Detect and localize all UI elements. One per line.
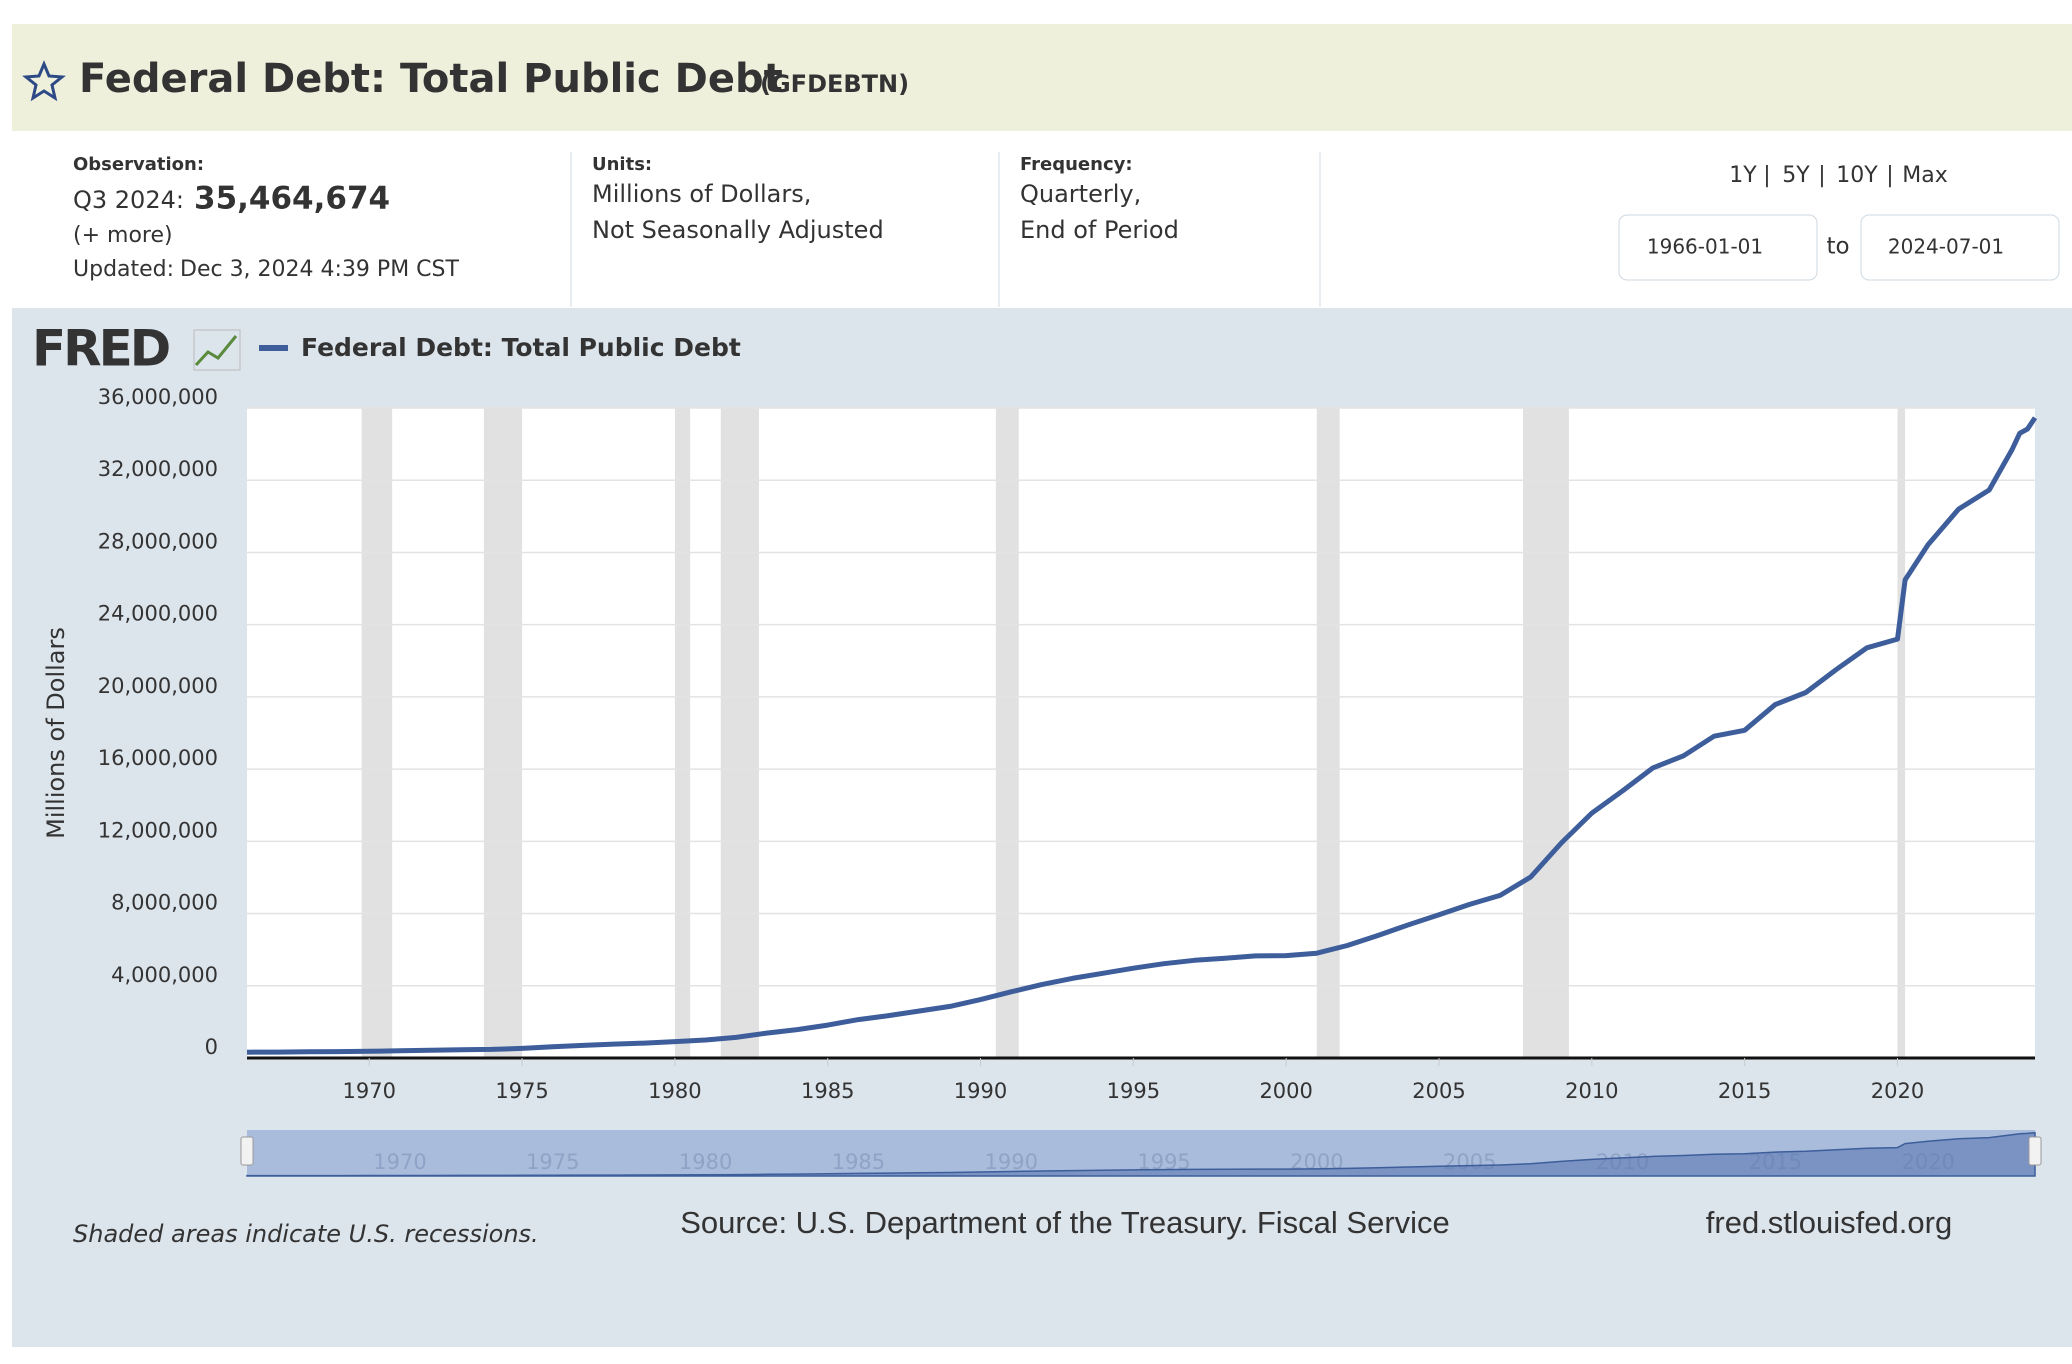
x-tick-label: 2005	[1412, 1079, 1465, 1103]
x-tick-label: 1985	[801, 1079, 854, 1103]
range-button[interactable]: 10Y	[1836, 163, 1878, 188]
x-tick-label: 1990	[954, 1079, 1007, 1103]
y-tick-label: 4,000,000	[111, 963, 218, 987]
legend-label: Federal Debt: Total Public Debt	[301, 333, 741, 362]
info-label: Units:	[592, 154, 652, 175]
more-link[interactable]: (+ more)	[73, 223, 173, 248]
navigator-handle[interactable]	[2028, 1136, 2042, 1166]
y-tick-label: 16,000,000	[98, 746, 218, 770]
y-tick-label: 12,000,000	[98, 818, 218, 842]
x-tick-label: 1975	[495, 1079, 548, 1103]
separator: |	[1886, 163, 1893, 188]
frequency-text: End of Period	[1020, 216, 1179, 244]
logo-icon-frame	[193, 329, 241, 371]
separator: |	[1763, 163, 1770, 188]
recession-band	[995, 408, 1019, 1058]
recession-band	[674, 408, 691, 1058]
navigator-tick-label: 1980	[679, 1150, 732, 1174]
recession-band	[1316, 408, 1340, 1058]
recession-band	[483, 408, 523, 1058]
range-button[interactable]: Max	[1902, 163, 1947, 188]
y-tick-label: 32,000,000	[98, 457, 218, 481]
end-date-input[interactable]	[1860, 214, 2060, 281]
range-button[interactable]: 1Y	[1729, 163, 1757, 188]
x-tick-label: 2010	[1565, 1079, 1618, 1103]
y-tick-label: 36,000,000	[98, 385, 218, 409]
separator: |	[1818, 163, 1825, 188]
header-band	[12, 24, 2072, 131]
start-date-input[interactable]	[1618, 214, 1818, 281]
chart: 0 4,000,000 8,000,000 12,000,000 16,000,000 2…	[42, 333, 2042, 1177]
x-tick-label: 1995	[1107, 1079, 1160, 1103]
series-id: (GFDEBTN)	[760, 70, 909, 98]
obs-period: Q3 2024:	[73, 186, 184, 214]
y-tick-label: 20,000,000	[98, 674, 218, 698]
range-buttons: 1Y | 5Y | 10Y | Max	[1729, 163, 1947, 188]
to-label: to	[1826, 234, 1849, 260]
x-tick-label: 2000	[1259, 1079, 1312, 1103]
info-label: Updated:	[73, 257, 174, 282]
logo-icon	[194, 335, 238, 367]
end-date: 2024-07-01	[1888, 235, 2004, 259]
recession-band	[361, 408, 393, 1058]
navigator-area	[246, 1131, 2036, 1177]
units-text: Millions of Dollars,	[592, 180, 811, 208]
favorite-star[interactable]	[22, 60, 66, 102]
navigator-tick-label: 1985	[832, 1150, 885, 1174]
x-tick-label: 2020	[1871, 1079, 1924, 1103]
info-label: Frequency:	[1020, 154, 1133, 175]
units-text: Not Seasonally Adjusted	[592, 216, 884, 244]
frequency-text: Quarterly,	[1020, 180, 1141, 208]
start-date: 1966-01-01	[1647, 235, 1763, 259]
x-tick-label: 1970	[343, 1079, 396, 1103]
x-tick-label: 1980	[648, 1079, 701, 1103]
y-tick-label: 0	[205, 1035, 218, 1059]
fred-logo: FRED	[32, 320, 169, 378]
navigator-tick-label: 1975	[526, 1150, 579, 1174]
recession-band	[1897, 408, 1906, 1058]
y-axis-label: Millions of Dollars	[42, 627, 70, 839]
y-tick-label: 28,000,000	[98, 529, 218, 553]
page-title: Federal Debt: Total Public Debt	[79, 56, 783, 102]
recession-band	[1523, 408, 1569, 1058]
obs-value: 35,464,674	[194, 181, 390, 217]
navigator-handle[interactable]	[240, 1136, 254, 1166]
navigator-tick-label: 1990	[985, 1150, 1038, 1174]
recession-band	[720, 408, 759, 1058]
navigator-tick-label: 1970	[373, 1150, 426, 1174]
source: Source: U.S. Department of the Treasury.…	[680, 1205, 1450, 1240]
recession-note: Shaded areas indicate U.S. recessions.	[73, 1220, 539, 1248]
y-tick-label: 24,000,000	[98, 602, 218, 626]
range-button[interactable]: 5Y	[1782, 163, 1810, 188]
site[interactable]: fred.stlouisfed.org	[1706, 1205, 1952, 1240]
y-tick-label: 8,000,000	[111, 891, 218, 915]
x-tick-label: 2015	[1718, 1079, 1771, 1103]
series-line	[246, 416, 2038, 1055]
updated-date: Dec 3, 2024 4:39 PM CST	[180, 257, 459, 282]
info-label: Observation:	[73, 154, 204, 175]
